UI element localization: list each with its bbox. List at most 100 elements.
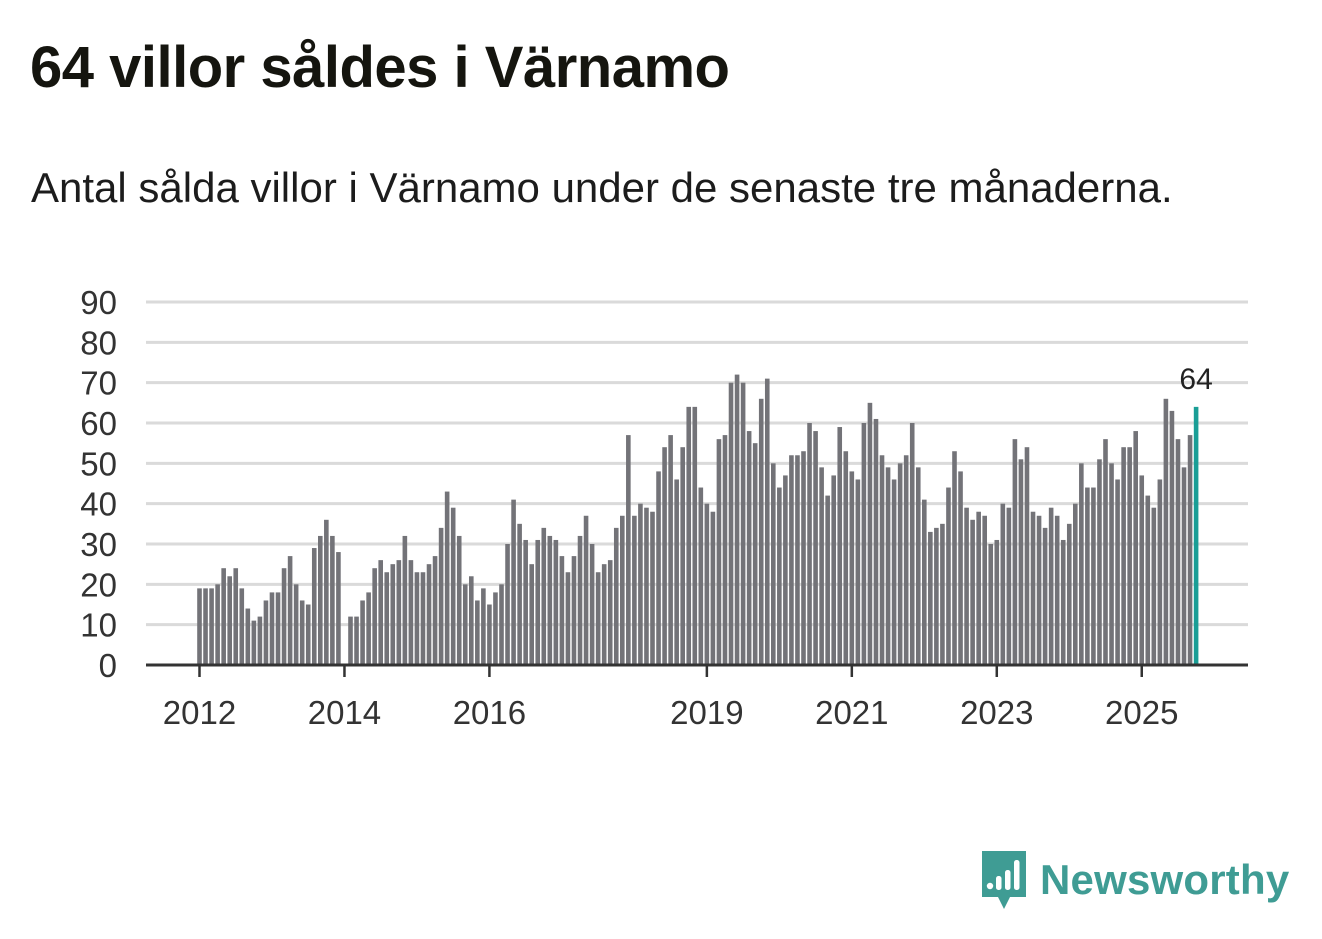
bar [1085, 487, 1090, 665]
bar [903, 455, 909, 665]
bar [674, 479, 679, 665]
bar [795, 455, 800, 665]
bar [758, 398, 764, 665]
newsworthy-chart-bubble-icon [982, 851, 1026, 909]
bar [221, 568, 226, 665]
bar [722, 435, 728, 665]
bar [783, 475, 788, 665]
bar [559, 556, 565, 665]
bar [855, 479, 861, 665]
x-tick-label: 2025 [1105, 694, 1178, 731]
bar [553, 539, 559, 665]
bar [915, 467, 921, 665]
bar [251, 620, 257, 665]
bar [650, 511, 655, 665]
bar [1127, 447, 1132, 665]
bar [1012, 439, 1018, 665]
bar [426, 564, 432, 665]
bar [1187, 435, 1193, 665]
bar [861, 423, 867, 665]
bar [940, 523, 945, 665]
bar [396, 560, 402, 665]
bar [390, 564, 396, 665]
bar [1097, 459, 1102, 665]
bar [994, 539, 1000, 665]
x-tick-label: 2016 [453, 694, 526, 731]
bar [1115, 479, 1120, 665]
bar [583, 515, 589, 665]
bar [1103, 439, 1108, 665]
y-tick-label: 40 [80, 486, 117, 523]
bar [710, 511, 716, 665]
bar [632, 515, 637, 665]
bar [360, 600, 365, 665]
highlight-bar [1193, 406, 1199, 665]
bar [547, 535, 553, 665]
brand-name: Newsworthy [1040, 856, 1290, 903]
bar [680, 447, 685, 665]
bar [922, 499, 927, 665]
bar [952, 451, 957, 665]
bar [777, 487, 782, 665]
bar [620, 515, 625, 665]
x-tick-label: 2014 [308, 694, 381, 731]
chart-subtitle: Antal sålda villor i Värnamo under de se… [31, 164, 1173, 211]
bar [571, 556, 577, 665]
bar [299, 600, 305, 665]
bar [1018, 459, 1024, 665]
bar [511, 499, 516, 665]
bar [505, 544, 510, 665]
bar [577, 535, 583, 665]
bar [1054, 515, 1060, 665]
bar [197, 588, 202, 665]
bar [311, 548, 317, 665]
bar [764, 378, 770, 665]
bar [958, 471, 963, 665]
bar [1036, 515, 1042, 665]
bar [293, 584, 299, 665]
bar [837, 427, 843, 665]
bar [336, 552, 341, 665]
bar [1157, 479, 1163, 665]
bar [716, 439, 722, 665]
bar [1109, 463, 1114, 665]
bar [825, 495, 830, 665]
bar [215, 584, 220, 665]
bar [849, 471, 855, 665]
bar [656, 471, 661, 665]
bar [487, 604, 492, 665]
bar [541, 527, 547, 665]
bar [1060, 539, 1066, 665]
bar [565, 572, 571, 665]
y-tick-label: 70 [80, 365, 117, 402]
x-axis-ticks: 2012 2014 2016 2019 2021 2023 2025 [163, 665, 1178, 731]
bar [644, 507, 649, 665]
bar [450, 507, 456, 665]
bar [209, 588, 214, 665]
bar [1030, 511, 1036, 665]
bar [601, 564, 607, 665]
bar [982, 515, 987, 665]
bar [976, 511, 981, 665]
bar [1133, 431, 1138, 665]
bar [807, 423, 812, 665]
bar [946, 487, 951, 665]
bar [378, 560, 383, 665]
bar [366, 592, 371, 665]
bar [257, 616, 263, 665]
bar [964, 507, 969, 665]
bar [372, 568, 377, 665]
bar [523, 539, 528, 665]
y-tick-label: 30 [80, 526, 117, 563]
bar [1163, 398, 1169, 665]
bar [746, 431, 752, 665]
data-labels: 64 [1179, 363, 1212, 396]
bar [704, 503, 710, 665]
bar [1006, 507, 1012, 665]
bar [402, 535, 408, 665]
bar [801, 451, 806, 665]
bar [517, 523, 522, 665]
bar [897, 463, 903, 665]
